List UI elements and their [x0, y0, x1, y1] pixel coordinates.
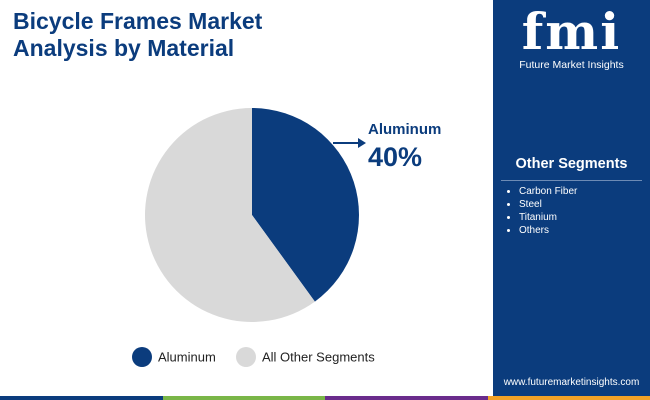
legend-swatch — [236, 347, 256, 367]
sidebar-heading: Other Segments — [515, 156, 628, 172]
website: www.futuremarketinsights.com — [503, 377, 640, 388]
callout-arrowhead — [358, 138, 366, 148]
legend-label: All Other Segments — [262, 349, 375, 364]
logo: fmi — [521, 2, 622, 61]
chart: Aluminum 40% Aluminum All Other Segments — [132, 108, 441, 367]
sidebar: fmi Future Market Insights Other Segment… — [493, 0, 650, 396]
segment-item: Steel — [519, 198, 577, 211]
legend-swatch — [132, 347, 152, 367]
pie-slice — [144, 108, 315, 322]
callout-label: Aluminum — [368, 121, 441, 138]
segment-item: Carbon Fiber — [519, 185, 577, 198]
segment-list: Carbon FiberSteelTitaniumOthers — [503, 185, 577, 237]
segment-item: Others — [519, 224, 577, 237]
pie-slice — [252, 108, 359, 302]
divider — [501, 180, 642, 181]
logo-name: Future Market Insights — [519, 59, 624, 71]
legend-label: Aluminum — [158, 349, 216, 364]
footer-stripe — [0, 396, 650, 400]
segment-item: Titanium — [519, 211, 577, 224]
chart-title: Bicycle Frames Market Analysis by Materi… — [13, 8, 263, 61]
callout-value: 40% — [368, 142, 422, 172]
